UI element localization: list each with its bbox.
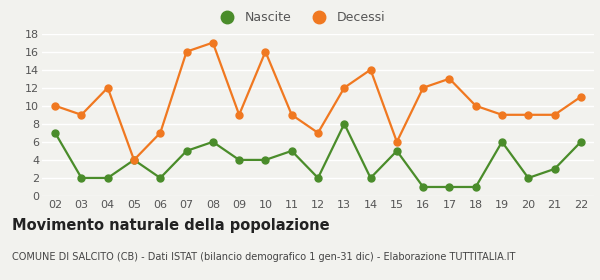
Nascite: [419, 185, 427, 189]
Decessi: [209, 41, 217, 44]
Decessi: [314, 131, 322, 134]
Decessi: [446, 77, 453, 80]
Nascite: [157, 176, 164, 180]
Line: Nascite: Nascite: [52, 120, 584, 190]
Nascite: [367, 176, 374, 180]
Nascite: [209, 140, 217, 144]
Nascite: [446, 185, 453, 189]
Decessi: [367, 68, 374, 71]
Decessi: [52, 104, 59, 108]
Decessi: [341, 86, 348, 89]
Nascite: [393, 149, 400, 153]
Decessi: [183, 50, 190, 53]
Nascite: [577, 140, 584, 144]
Nascite: [499, 140, 506, 144]
Nascite: [52, 131, 59, 134]
Nascite: [551, 167, 558, 171]
Text: Movimento naturale della popolazione: Movimento naturale della popolazione: [12, 218, 329, 234]
Nascite: [130, 158, 137, 162]
Decessi: [262, 50, 269, 53]
Nascite: [262, 158, 269, 162]
Decessi: [78, 113, 85, 116]
Nascite: [104, 176, 112, 180]
Decessi: [157, 131, 164, 134]
Nascite: [472, 185, 479, 189]
Decessi: [104, 86, 112, 89]
Nascite: [314, 176, 322, 180]
Nascite: [236, 158, 243, 162]
Decessi: [288, 113, 295, 116]
Decessi: [472, 104, 479, 108]
Line: Decessi: Decessi: [52, 39, 584, 164]
Legend: Nascite, Decessi: Nascite, Decessi: [210, 6, 390, 29]
Decessi: [499, 113, 506, 116]
Decessi: [524, 113, 532, 116]
Nascite: [78, 176, 85, 180]
Decessi: [393, 140, 400, 144]
Nascite: [288, 149, 295, 153]
Nascite: [341, 122, 348, 125]
Decessi: [577, 95, 584, 99]
Nascite: [183, 149, 190, 153]
Text: COMUNE DI SALCITO (CB) - Dati ISTAT (bilancio demografico 1 gen-31 dic) - Elabor: COMUNE DI SALCITO (CB) - Dati ISTAT (bil…: [12, 252, 515, 262]
Decessi: [130, 158, 137, 162]
Decessi: [419, 86, 427, 89]
Nascite: [524, 176, 532, 180]
Decessi: [551, 113, 558, 116]
Decessi: [236, 113, 243, 116]
